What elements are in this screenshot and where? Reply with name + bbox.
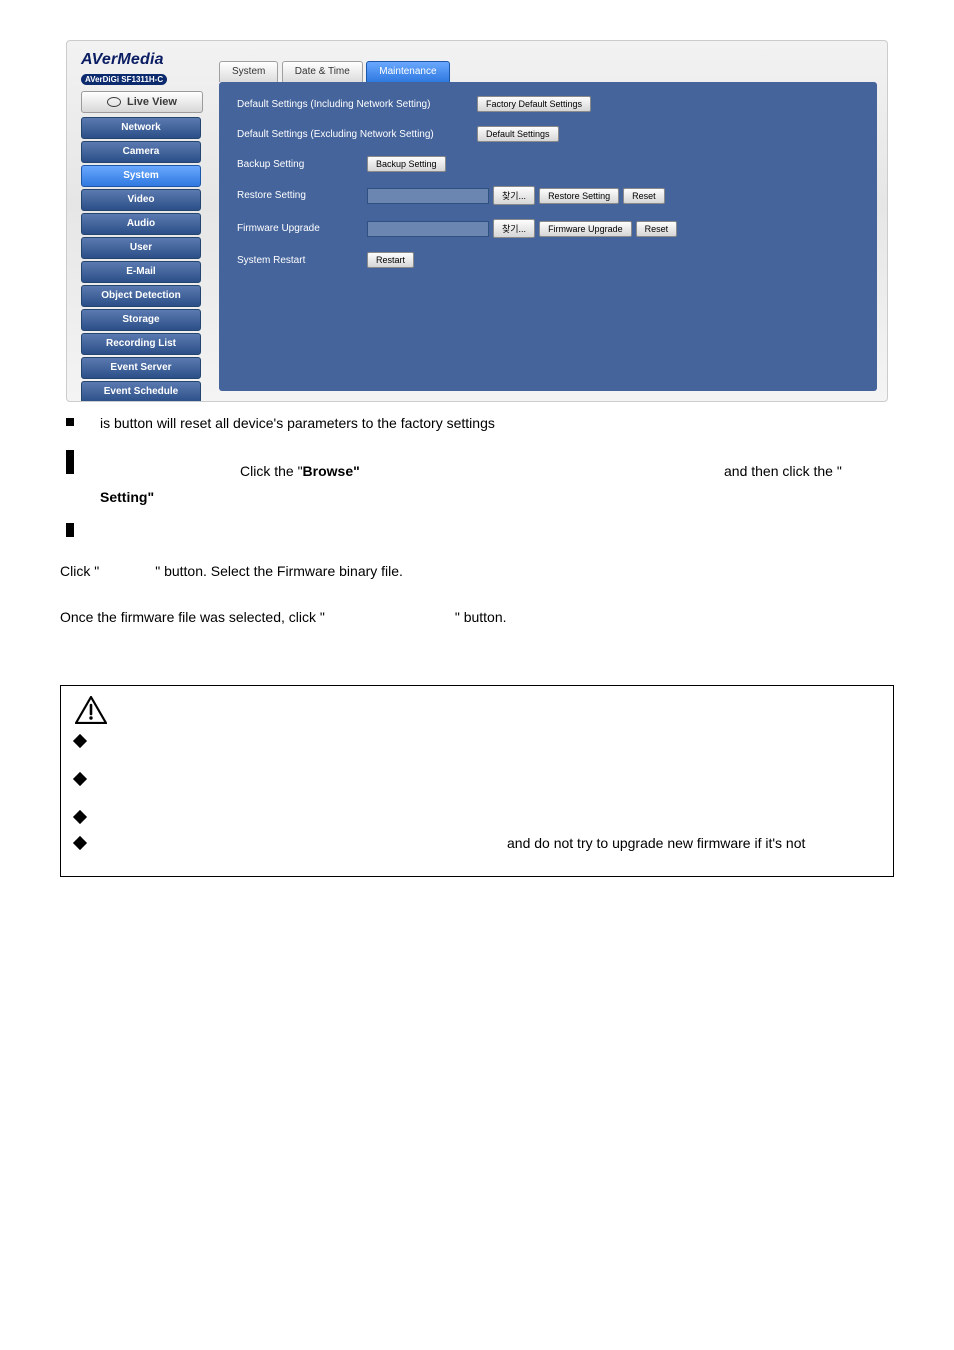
brand-subtitle: AVerDiGi SF1311H-C	[81, 74, 167, 85]
sidebar-item-audio[interactable]: Audio	[81, 213, 201, 235]
sidebar-item-email[interactable]: E-Mail	[81, 261, 201, 283]
btn-firmware-upgrade[interactable]: Firmware Upgrade	[539, 221, 632, 237]
btn-restore-reset[interactable]: Reset	[623, 188, 665, 204]
sidebar-item-storage[interactable]: Storage	[81, 309, 201, 331]
row-backup: Backup Setting Backup Setting	[237, 156, 859, 172]
btn-restore-setting[interactable]: Restore Setting	[539, 188, 619, 204]
text-browse: Browse"	[303, 463, 360, 479]
caution-text-4: and do not try to upgrade new firmware i…	[97, 832, 879, 856]
square-icon	[66, 529, 74, 537]
sidebar-item-video[interactable]: Video	[81, 189, 201, 211]
brand-title: AVerMedia	[81, 51, 211, 69]
sidebar-item-system[interactable]: System	[81, 165, 201, 187]
tab-maintenance[interactable]: Maintenance	[366, 61, 449, 82]
btn-factory-default[interactable]: Factory Default Settings	[477, 96, 591, 112]
eye-icon	[107, 97, 121, 107]
text-browse-tail: " button. Select the Firmware binary fil…	[155, 563, 403, 579]
text-setting: Setting"	[60, 486, 894, 510]
sidebar-item-recordinglist[interactable]: Recording List	[81, 333, 201, 355]
square-icon	[66, 466, 74, 474]
diamond-icon	[73, 772, 87, 786]
caution-item-2	[75, 768, 879, 788]
maintenance-panel: Default Settings (Including Network Sett…	[219, 82, 877, 391]
caution-box: and do not try to upgrade new firmware i…	[60, 685, 894, 877]
caution-item-1	[75, 730, 879, 750]
btn-firmware-browse[interactable]: 찾기...	[493, 219, 535, 238]
btn-restart[interactable]: Restart	[367, 252, 414, 268]
live-view-label: Live View	[127, 96, 177, 108]
caution-item-3	[75, 806, 879, 826]
sidebar-item-network[interactable]: Network	[81, 117, 201, 139]
label-firmware: Firmware Upgrade	[237, 223, 367, 234]
btn-restore-browse[interactable]: 찾기...	[493, 186, 535, 205]
para-click-browse: Click " " button. Select the Firmware bin…	[60, 563, 894, 579]
sidebar: Network Camera System Video Audio User E…	[81, 117, 201, 402]
text-once: Once the firmware file was selected, cli…	[60, 609, 325, 625]
sidebar-item-objectdetection[interactable]: Object Detection	[81, 285, 201, 307]
btn-backup-setting[interactable]: Backup Setting	[367, 156, 446, 172]
label-default-exclnet: Default Settings (Excluding Network Sett…	[237, 129, 477, 140]
input-restore-path[interactable]	[367, 188, 489, 204]
sidebar-item-camera[interactable]: Camera	[81, 141, 201, 163]
btn-default-settings[interactable]: Default Settings	[477, 126, 559, 142]
row-firmware: Firmware Upgrade 찾기... Firmware Upgrade …	[237, 219, 859, 238]
brand-block: AVerMedia AVerDiGi SF1311H-C	[81, 51, 211, 87]
diamond-icon	[73, 810, 87, 824]
square-icon	[66, 418, 74, 426]
sidebar-item-eventschedule[interactable]: Event Schedule	[81, 381, 201, 402]
sidebar-item-user[interactable]: User	[81, 237, 201, 259]
tab-datetime[interactable]: Date & Time	[282, 61, 363, 82]
text-and-then-click: and then click the "	[724, 460, 894, 484]
btn-firmware-reset[interactable]: Reset	[636, 221, 678, 237]
warning-icon	[75, 696, 107, 724]
text-click-quote: Click "	[60, 563, 99, 579]
live-view-button[interactable]: Live View	[81, 91, 203, 113]
row-restore: Restore Setting 찾기... Restore Setting Re…	[237, 186, 859, 205]
tab-bar: System Date & Time Maintenance	[219, 61, 449, 82]
text-once-tail: " button.	[455, 609, 507, 625]
label-restart: System Restart	[237, 255, 367, 266]
para-once-selected: Once the firmware file was selected, cli…	[60, 609, 894, 625]
sidebar-item-eventserver[interactable]: Event Server	[81, 357, 201, 379]
label-backup: Backup Setting	[237, 159, 367, 170]
square-icon	[66, 450, 74, 458]
settings-screenshot: AVerMedia AVerDiGi SF1311H-C Live View N…	[66, 40, 888, 402]
bullet-1-text: is button will reset all device's parame…	[60, 412, 894, 436]
row-default-exclnet: Default Settings (Excluding Network Sett…	[237, 126, 859, 142]
bullet-4: Click the "Browse" and then click the "	[60, 460, 894, 484]
row-restart: System Restart Restart	[237, 252, 859, 268]
diamond-icon	[73, 734, 87, 748]
label-restore: Restore Setting	[237, 190, 367, 201]
caution-item-4: and do not try to upgrade new firmware i…	[75, 832, 879, 856]
body-bullet-list: is button will reset all device's parame…	[60, 412, 894, 523]
tab-system[interactable]: System	[219, 61, 278, 82]
label-factory-default: Default Settings (Including Network Sett…	[237, 99, 477, 110]
diamond-icon	[73, 836, 87, 850]
text-click-the: Click the "	[240, 463, 303, 479]
row-factory-default: Default Settings (Including Network Sett…	[237, 96, 859, 112]
input-firmware-path[interactable]	[367, 221, 489, 237]
